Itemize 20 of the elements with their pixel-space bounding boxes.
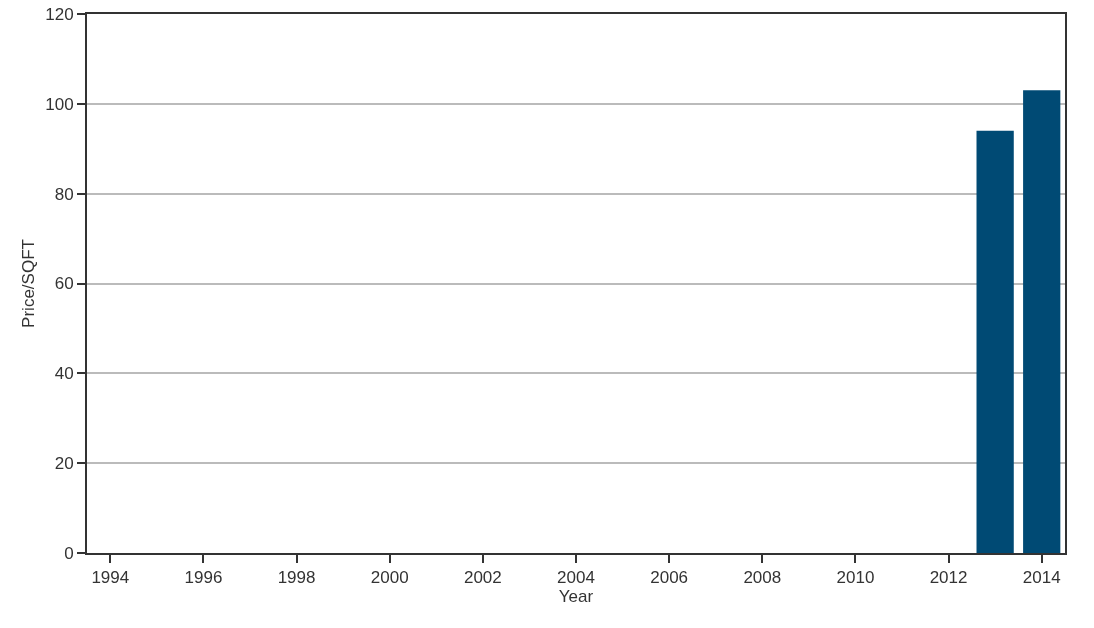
x-tick-label: 1998 — [277, 568, 316, 588]
x-tick-label: 2010 — [836, 568, 875, 588]
y-tick-label: 80 — [54, 184, 74, 204]
y-tick-label: 0 — [64, 543, 74, 563]
x-tick-label: 1996 — [184, 568, 223, 588]
y-tick-label: 100 — [45, 94, 74, 114]
x-tick-label: 2008 — [743, 568, 782, 588]
x-tick-label: 1994 — [91, 568, 130, 588]
x-tick-label: 2014 — [1022, 568, 1061, 588]
y-tick-label: 120 — [45, 4, 74, 24]
y-axis-title: Price/SQFT — [19, 239, 39, 328]
y-tick-label: 40 — [54, 364, 74, 384]
y-tick-label: 20 — [54, 454, 74, 474]
x-tick-label: 2012 — [929, 568, 968, 588]
y-tick-label: 60 — [54, 274, 74, 294]
x-axis-title: Year — [558, 587, 594, 607]
x-tick-label: 2004 — [557, 568, 595, 588]
x-tick-label: 2000 — [370, 568, 409, 588]
x-tick-label: 2006 — [650, 568, 689, 588]
x-tick-label: 2002 — [463, 568, 502, 588]
